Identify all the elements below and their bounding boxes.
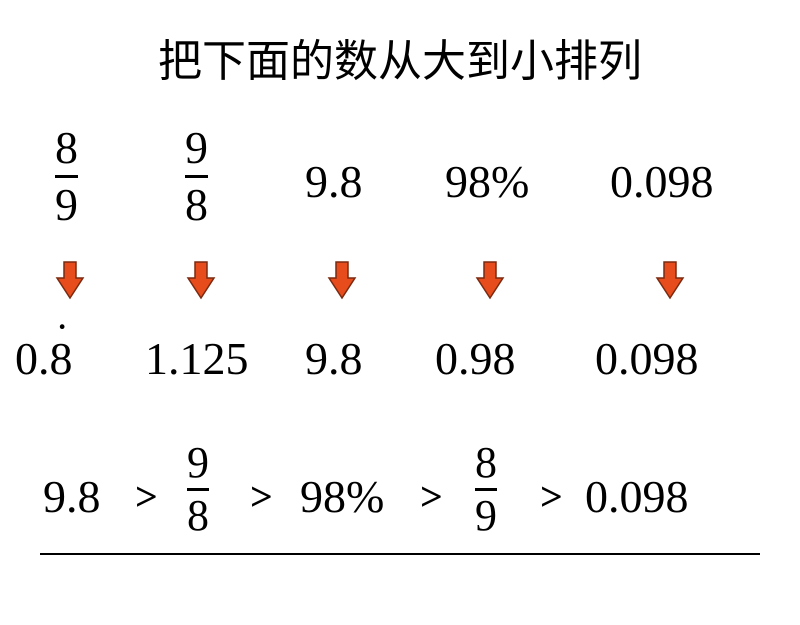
numerator: 8	[475, 441, 497, 485]
decimal-9-8: 9.8	[305, 332, 363, 385]
down-arrow-icon	[327, 260, 357, 300]
decimal-0-98: 0.98	[435, 332, 516, 385]
result-98-percent: 98%	[300, 470, 384, 523]
decimal-row: 0.·8 1.125 9.8 0.98 0.098	[0, 320, 800, 400]
result-fraction-8-9: 8 9	[475, 441, 497, 538]
original-numbers-row: 8 9 9 8 9.8 98% 0.098	[0, 125, 800, 245]
down-arrow-icon	[186, 260, 216, 300]
fraction-bar	[185, 175, 208, 178]
greater-than-icon: >	[135, 473, 158, 520]
decimal-prefix: 0.	[15, 333, 50, 384]
greater-than-icon: >	[250, 473, 273, 520]
greater-than-icon: >	[420, 473, 443, 520]
result-fraction-9-8: 9 8	[187, 441, 209, 538]
fraction-9-8: 9 8	[185, 125, 208, 228]
down-arrow-icon	[475, 260, 505, 300]
decimal-1-125: 1.125	[145, 332, 249, 385]
result-0-098: 0.098	[585, 470, 689, 523]
numerator: 9	[185, 125, 208, 171]
denominator: 8	[187, 494, 209, 538]
result-inequality: 9.8 > 9 8 > 98% > 8 9 > 0.098	[40, 435, 760, 555]
numerator: 9	[187, 441, 209, 485]
value-98-percent: 98%	[445, 155, 529, 208]
decimal-0-8-repeating: 0.·8	[15, 332, 73, 385]
repeating-digit: ·8	[50, 333, 73, 384]
result-9-8: 9.8	[43, 470, 101, 523]
arrows-row	[0, 260, 800, 310]
fraction-bar	[55, 175, 78, 178]
repeating-dot-icon: ·	[56, 303, 69, 350]
denominator: 9	[475, 494, 497, 538]
down-arrow-icon	[55, 260, 85, 300]
numerator: 8	[55, 125, 78, 171]
denominator: 9	[55, 182, 78, 228]
value-0-098: 0.098	[610, 155, 714, 208]
greater-than-icon: >	[540, 473, 563, 520]
denominator: 8	[185, 182, 208, 228]
fraction-8-9: 8 9	[55, 125, 78, 228]
down-arrow-icon	[655, 260, 685, 300]
value-9-8: 9.8	[305, 155, 363, 208]
title: 把下面的数从大到小排列	[0, 25, 800, 89]
decimal-0-098: 0.098	[595, 332, 699, 385]
